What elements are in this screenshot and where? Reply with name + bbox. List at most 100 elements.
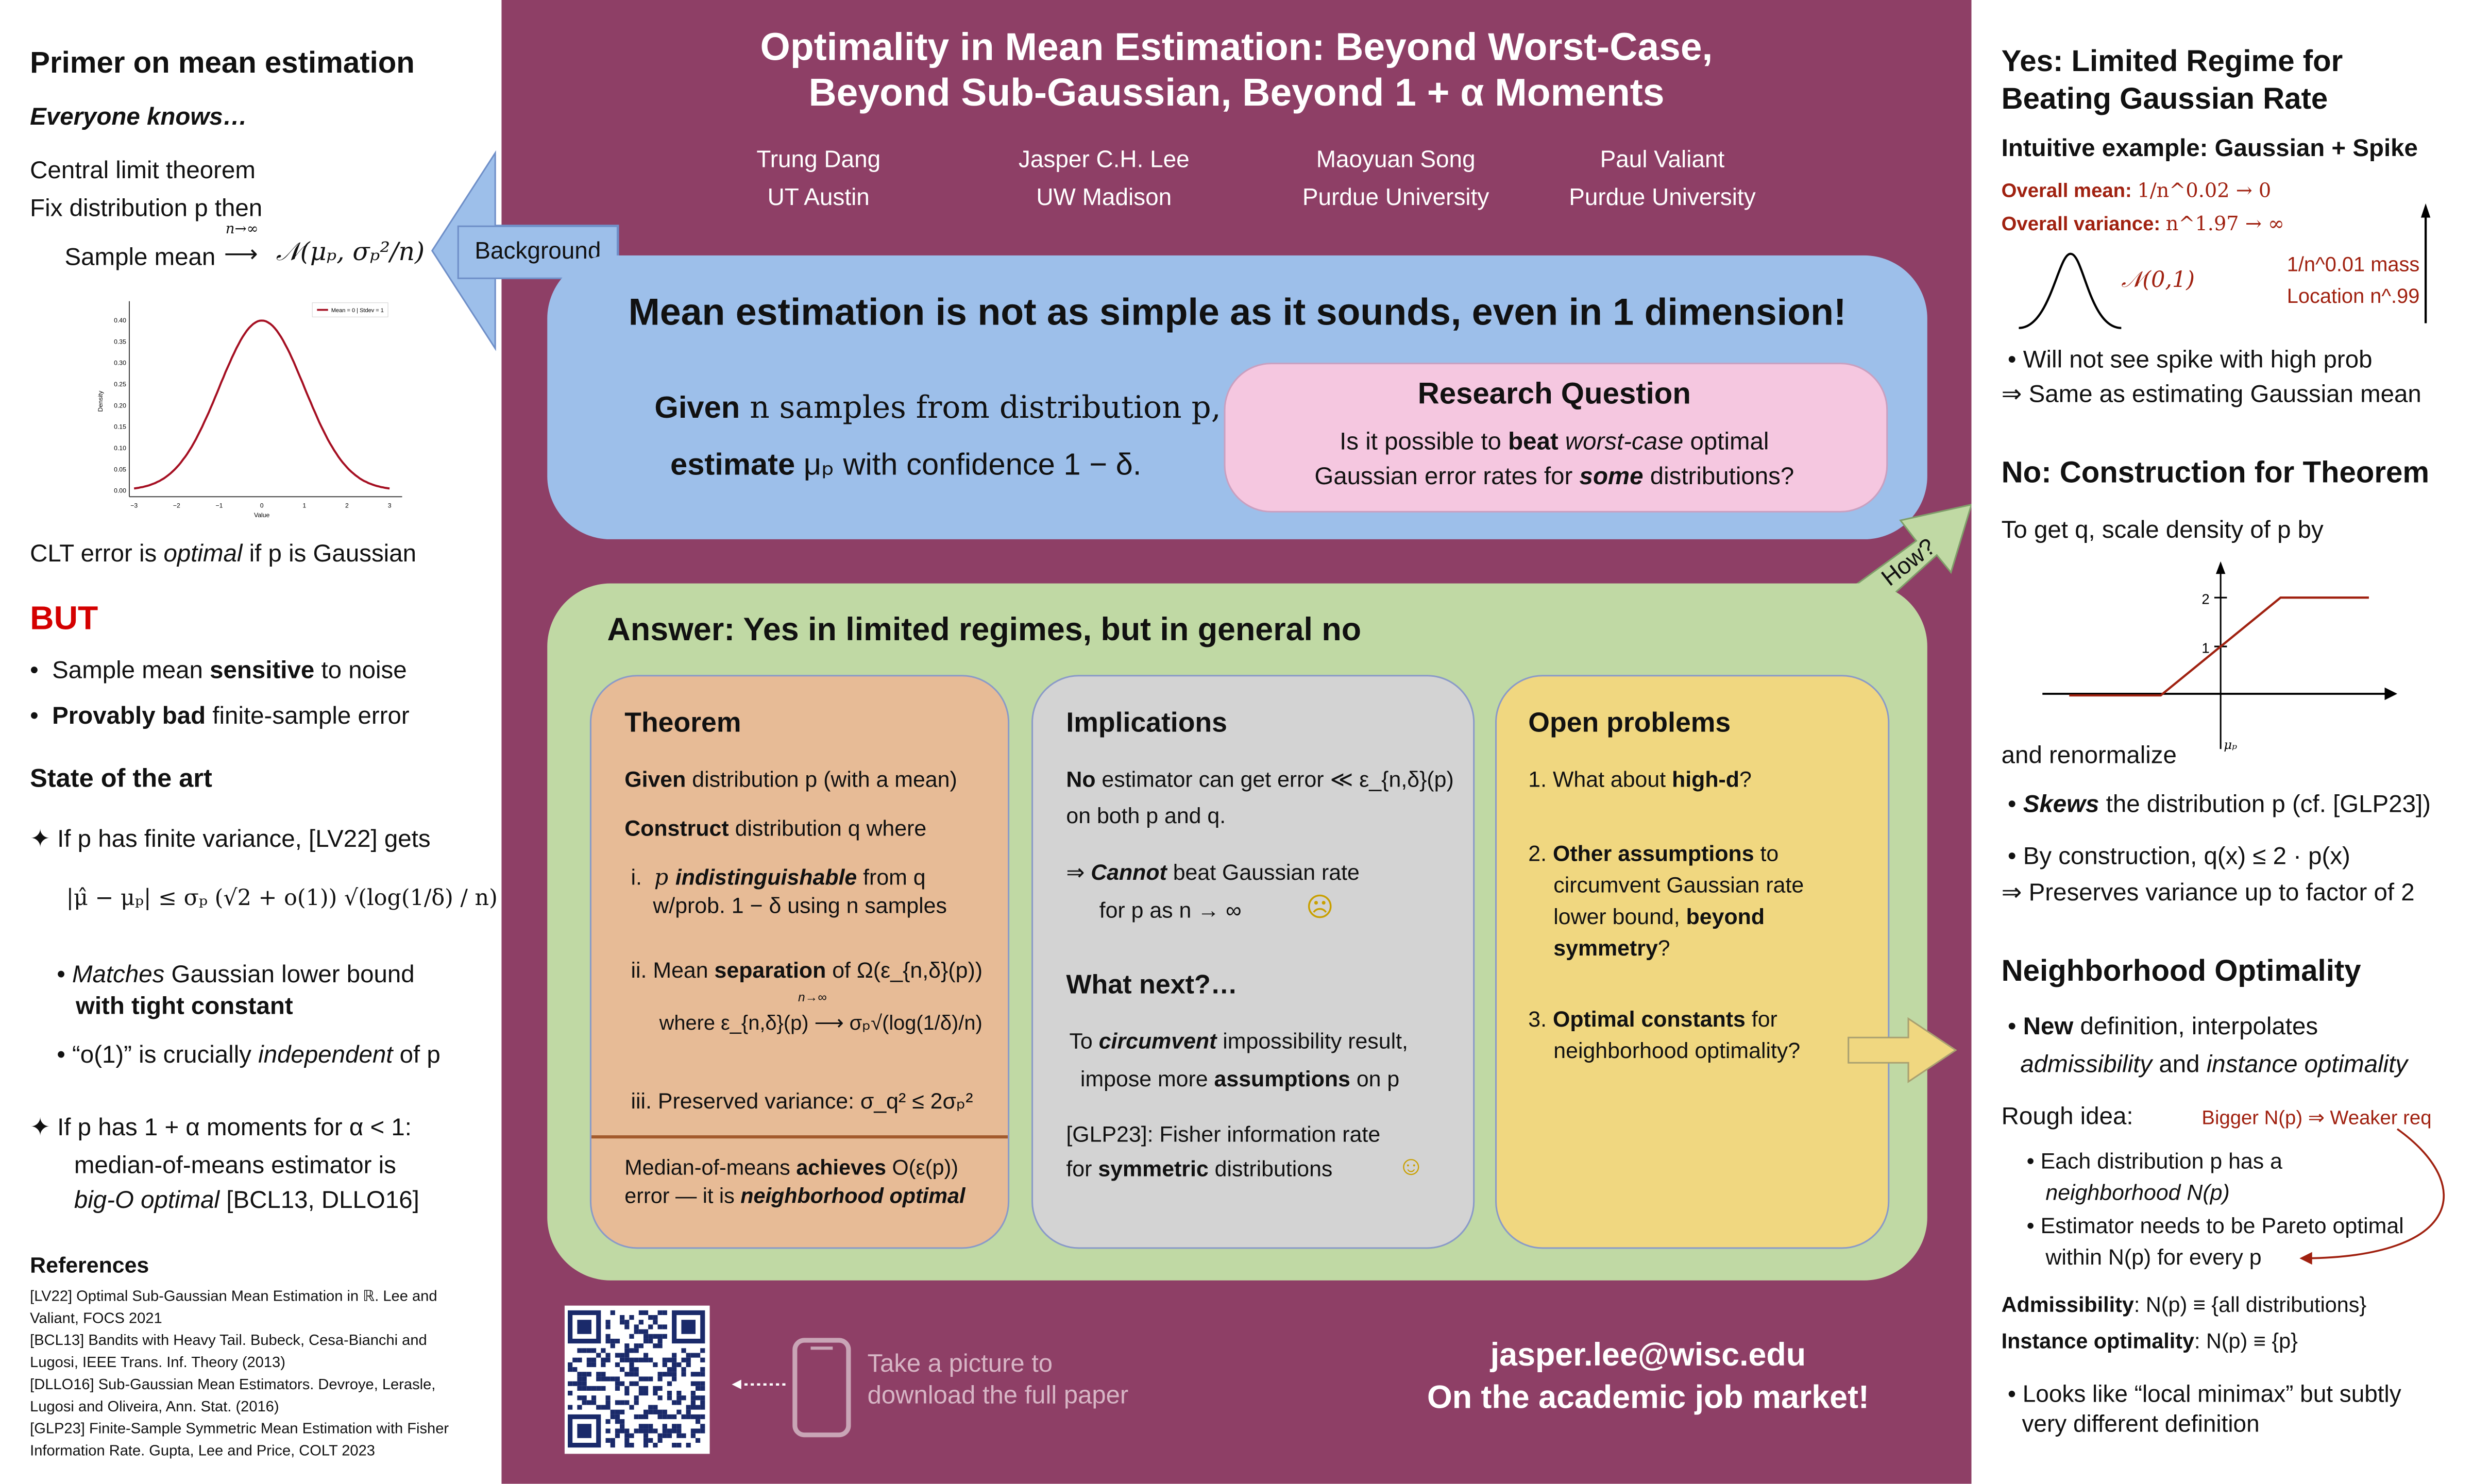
qr-module	[657, 1324, 663, 1329]
scale-function-line	[2069, 596, 2369, 697]
qr-code[interactable]	[564, 1305, 710, 1454]
qr-module	[643, 1424, 649, 1429]
text: optimal	[1683, 429, 1769, 456]
text: instance optimality	[2206, 1051, 2408, 1079]
qr-module	[601, 1372, 606, 1377]
qr-module	[638, 1376, 643, 1381]
lv22-formula: |μ̂ − μₚ| ≤ σₚ (√2 + o(1)) √(log(1/δ) / …	[66, 886, 498, 912]
theorem-item-ii-2: where ε_{n,δ}(p) ⟶ σₚ√(log(1/δ)/n)	[659, 1011, 983, 1035]
qr-module	[676, 1442, 682, 1448]
qr-module	[615, 1381, 620, 1386]
overall-variance: Overall variance: n^1.97 → ∞	[2002, 211, 2284, 235]
text: separation	[714, 957, 826, 983]
text: Construct	[624, 815, 729, 841]
qr-module	[653, 1442, 658, 1448]
research-question-box	[1224, 363, 1888, 513]
bigger-note: Bigger N(p) ⇒ Weaker req	[2201, 1106, 2432, 1129]
text: and	[2152, 1051, 2207, 1079]
qr-module	[672, 1442, 677, 1448]
email-link[interactable]: jasper.lee@wisc.edu	[1490, 1337, 1806, 1374]
reference-line: [DLLO16] Sub-Gaussian Mean Estimators. D…	[30, 1376, 436, 1394]
qr-module	[657, 1343, 663, 1349]
qr-module	[662, 1310, 667, 1316]
qr-module	[700, 1400, 705, 1405]
rq-line-1: Is it possible to beat worst-case optima…	[1224, 429, 1885, 457]
author-2: Jasper C.H. Lee UW Madison	[962, 142, 1246, 218]
qr-module	[672, 1367, 677, 1372]
qr-module	[624, 1343, 630, 1349]
qr-module	[605, 1357, 611, 1362]
qr-module	[605, 1324, 611, 1329]
qr-module	[586, 1348, 591, 1353]
contact: jasper.lee@wisc.edu On the academic job m…	[1388, 1334, 1908, 1419]
text: Optimal constants	[1552, 1006, 1746, 1032]
qr-module	[634, 1400, 639, 1405]
text: n samples from distribution p,	[740, 389, 1221, 426]
qr-module	[568, 1362, 573, 1368]
text: neighborhood optimal	[740, 1184, 966, 1208]
qr-module	[643, 1338, 649, 1344]
qr-module	[620, 1367, 625, 1372]
qr-module	[690, 1428, 696, 1434]
qr-module	[648, 1376, 653, 1381]
reference-line: Lugosi, IEEE Trans. Inf. Theory (2013)	[30, 1354, 285, 1372]
qr-module	[629, 1315, 634, 1320]
y-tick-label: 0.30	[114, 360, 126, 367]
text: μₚ with confidence 1 − δ.	[795, 448, 1142, 483]
text: Median-of-means	[624, 1155, 797, 1180]
sota-sub-1b: with tight constant	[75, 993, 293, 1020]
qr-module	[653, 1409, 658, 1414]
qr-module	[568, 1390, 573, 1396]
text: achieves	[796, 1155, 886, 1180]
text: neighborhood optimality?	[1553, 1037, 1801, 1063]
impl-line-3: ⇒ Cannot beat Gaussian rate	[1066, 856, 1359, 888]
qr-module	[648, 1409, 653, 1414]
reference-line: Information Rate. Gupta, Lee and Price, …	[30, 1442, 375, 1460]
qr-module	[629, 1367, 634, 1372]
qr-module	[667, 1395, 672, 1401]
qr-module	[624, 1386, 630, 1391]
qr-module	[695, 1381, 701, 1386]
x-tick-label: −1	[216, 502, 223, 509]
text: within N(p) for every p	[2045, 1244, 2262, 1270]
qr-module	[686, 1409, 691, 1414]
qr-module	[643, 1376, 649, 1381]
qr-module	[672, 1376, 677, 1381]
text: error — it is	[624, 1184, 741, 1208]
qr-module	[695, 1372, 701, 1377]
qr-module	[615, 1353, 620, 1358]
text: if p is Gaussian	[242, 540, 417, 568]
qr-module	[690, 1390, 696, 1396]
text: Take a picture to	[867, 1351, 1053, 1378]
qr-module	[662, 1409, 667, 1414]
text: beyond	[1686, 903, 1765, 929]
text: CLT error is	[30, 540, 164, 568]
construction-heading: No: Construction for Theorem	[2001, 457, 2430, 491]
rough-bullet-2: • Estimator needs to be Pareto optimal wi…	[2026, 1213, 2404, 1270]
author-3: Maoyuan Song Purdue University	[1254, 142, 1538, 218]
overall-mean: Overall mean: 1/n^0.02 → 0	[2002, 178, 2272, 202]
qr-module	[672, 1424, 677, 1429]
but-heading: BUT	[30, 601, 98, 637]
author-affil: Purdue University	[1302, 184, 1489, 212]
qr-module	[620, 1428, 625, 1434]
qr-module	[586, 1362, 591, 1368]
qr-module	[638, 1386, 643, 1391]
x-tick-label: −2	[173, 502, 180, 509]
qr-module	[605, 1400, 611, 1405]
text: Admissibility	[2001, 1293, 2134, 1317]
qr-module	[648, 1334, 653, 1339]
left-panel: Primer on mean estimation Everyone knows…	[0, 0, 502, 1484]
qr-module	[601, 1357, 606, 1362]
qr-module	[624, 1442, 630, 1448]
qr-module	[629, 1362, 634, 1368]
qr-module	[629, 1334, 634, 1339]
gaussian-label: 𝒩(0,1)	[2121, 268, 2195, 294]
qr-module	[700, 1386, 705, 1391]
gaussian-chart: −3 −2 −1 0 1 2 3 0.00 0.05 0.10 0.15 0.20 0.25 0.30 0.…	[97, 301, 402, 519]
theorem-item-i: i. p indistinguishable from q	[631, 861, 925, 894]
text: optimal	[163, 540, 243, 568]
qr-module	[601, 1386, 606, 1391]
qr-module	[629, 1433, 634, 1438]
reference-line: Valiant, FOCS 2021	[30, 1310, 162, 1328]
